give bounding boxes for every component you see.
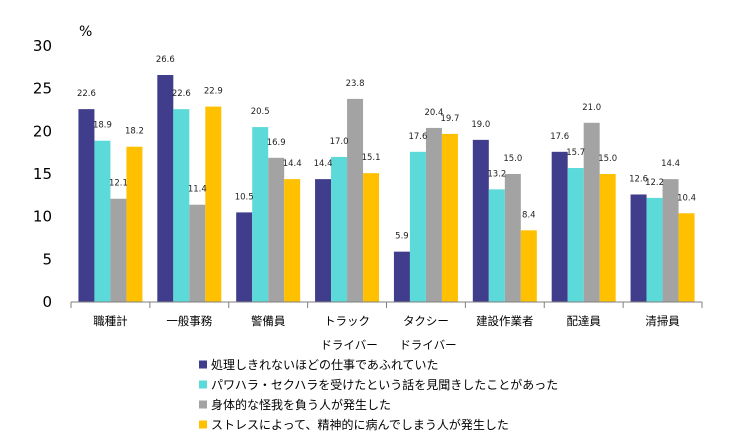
data-label: 5.9 [395,232,409,242]
data-label: 14.4 [661,159,680,169]
data-label: 11.4 [188,185,207,195]
bar [173,109,190,302]
bar [363,173,380,302]
data-label: 10.4 [677,193,696,203]
y-tick-label: 15 [33,165,52,183]
bar [157,75,174,302]
data-label: 20.5 [251,107,270,117]
y-tick-label: 5 [42,250,52,268]
category-label: 建設作業者 [476,314,534,328]
y-tick-label: 10 [33,208,52,226]
category-label: 配達員 [566,314,601,328]
data-label: 26.6 [156,55,175,65]
data-labels: 22.6 18.9 12.1 18.2 26.6 22.6 11.4 22.9 10.5 20.5… [77,55,696,242]
data-label: 22.9 [204,87,223,97]
legend-swatch [199,400,207,409]
data-label: 21.0 [582,103,601,113]
category-label: 一般事務 [166,314,212,328]
legend-swatch [199,420,207,429]
data-label: 12.6 [629,174,648,184]
bar [205,106,222,302]
category-label-line2: ドライバー [399,338,456,352]
data-label: 19.0 [471,120,490,130]
bar [488,189,505,302]
data-label: 15.0 [598,154,617,164]
legend: 処理しきれないほどの仕事であふれていたパワハラ・セクハラを受けたという話を見聞き… [199,358,558,432]
bar [252,127,269,302]
data-label: 17.6 [408,132,427,142]
data-label: 18.2 [125,127,144,137]
category-label-line2: ドライバー [320,338,377,352]
data-label: 13.2 [487,169,506,179]
bar [393,251,410,302]
y-tick-label: 20 [33,122,52,140]
bar [472,139,489,302]
category-label: 清掃員 [645,314,680,328]
data-label: 17.6 [550,132,569,142]
category-label: トラック [324,314,370,328]
data-label: 14.4 [283,159,302,169]
data-label: 22.6 [77,89,96,99]
legend-swatch [199,360,207,369]
data-label: 16.9 [267,138,286,148]
data-label: 14.4 [314,159,333,169]
data-label: 22.6 [172,89,191,99]
bar [662,179,679,302]
data-label: 12.2 [645,178,664,188]
bar [110,198,127,302]
data-label: 10.5 [235,192,254,202]
legend-label: 処理しきれないほどの仕事であふれていた [211,358,439,372]
data-label: 19.7 [440,114,459,124]
category-label: タクシー [403,314,449,328]
bar [331,156,348,302]
y-axis-unit-label: % [79,24,92,40]
bar [441,133,458,302]
y-axis-ticks: 0 5 10 15 20 25 30 [33,37,52,311]
bar [599,174,616,302]
x-axis-tick-marks [70,302,703,308]
bar [583,122,600,302]
legend-label: パワハラ・セクハラを受けたという話を見聞きしたことがあった [211,377,558,392]
data-label: 8.4 [522,210,536,220]
bar [236,212,253,302]
data-label: 23.8 [346,79,365,89]
data-label: 17.0 [330,137,349,147]
data-label: 15.7 [566,148,585,158]
data-label: 18.9 [93,121,112,131]
y-tick-label: 0 [42,293,52,311]
bar [126,146,143,302]
bar [646,197,663,302]
bar [78,109,95,302]
legend-label: 身体的な怪我を負う人が発生した [211,397,391,412]
bar [94,140,111,302]
data-label: 20.4 [424,108,443,118]
bar [551,151,568,302]
bar [425,127,442,302]
legend-label: ストレスによって、精神的に病んでしまう人が発生した [211,417,509,432]
legend-swatch [199,380,207,389]
bars [78,75,695,302]
bar [630,194,647,302]
bar [284,179,301,302]
bar [504,174,521,302]
data-label: 15.0 [503,154,522,164]
y-tick-label: 30 [33,37,52,55]
bar [189,204,206,302]
data-label: 15.1 [362,153,381,163]
category-label: 警備員 [251,314,286,328]
bar [567,168,584,302]
category-label: 職種計 [93,314,128,328]
y-tick-label: 25 [33,80,52,98]
bar [347,98,364,302]
data-label: 12.1 [109,179,128,189]
bar [678,213,695,302]
bar [520,230,537,302]
bar [315,179,332,302]
bar [409,151,426,302]
bar [268,157,285,302]
